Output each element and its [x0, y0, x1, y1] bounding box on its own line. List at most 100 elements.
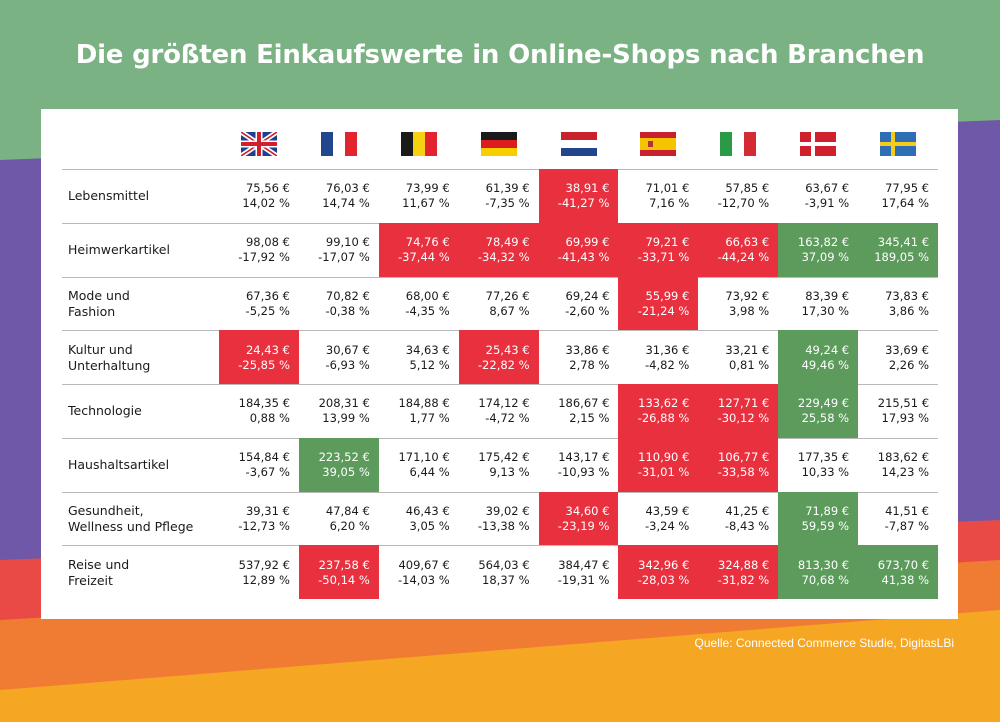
table-cell: 345,41 €189,05 %: [858, 222, 939, 277]
cell-value: 61,39 €: [485, 181, 530, 196]
cell-change: 49,46 %: [801, 357, 850, 372]
cell-change: -31,01 %: [637, 465, 690, 480]
table-cell: 237,58 € -50,14 %: [298, 545, 379, 599]
cell-value: 77,95 €: [885, 181, 930, 196]
table-cell: 46,43 €3,05 %: [378, 491, 459, 546]
cell-change: 2,78 %: [569, 357, 610, 372]
cell-value: 73,92 €: [725, 288, 770, 303]
cell-change: 11,67 %: [402, 196, 450, 211]
cell-change: -12,73 %: [238, 518, 290, 533]
table-cell: 68,00 € -4,35 %: [378, 276, 459, 331]
table-cell: 34,63 €5,12 %: [378, 330, 459, 384]
cell-change: -28,03 %: [637, 572, 690, 587]
header-corner: [62, 119, 219, 169]
table-cell: 133,62 € -26,88 %: [618, 384, 699, 438]
cell-change: 18,37 %: [482, 572, 530, 587]
cell-change: -4,35 %: [405, 303, 450, 318]
row-label-text: Lebensmittel: [68, 188, 150, 204]
data-table: Lebensmittel 75,56 €14,02 % 76,03 €14,74 %…: [62, 119, 939, 599]
cell-value: 174,12 €: [478, 396, 530, 411]
cell-change: -19,31 %: [557, 572, 610, 587]
cell-value: 63,67 €: [805, 181, 850, 196]
cell-value: 34,63 €: [405, 342, 450, 357]
cell-value: 67,36 €: [245, 288, 290, 303]
cell-value: 184,35 €: [238, 396, 290, 411]
cell-value: 75,56 €: [245, 181, 290, 196]
cell-value: 342,96 €: [638, 557, 690, 572]
cell-change: 12,89 %: [242, 572, 290, 587]
cell-value: 33,69 €: [885, 342, 930, 357]
row-label-text: Mode und Fashion: [68, 287, 130, 319]
cell-change: 2,26 %: [888, 357, 930, 372]
table-cell: 71,89 €59,59 %: [778, 491, 859, 546]
cell-change: -41,27 %: [557, 196, 610, 211]
chart-title: Die größten Einkaufswerte in Online-Shop…: [75, 40, 925, 70]
table-cell: 39,02 € -13,38 %: [458, 491, 539, 546]
cell-value: 208,31 €: [318, 396, 370, 411]
cell-change: -26,88 %: [637, 411, 690, 426]
cell-value: 564,03 €: [478, 557, 530, 572]
table-cell: 184,88 €1,77 %: [378, 384, 459, 438]
cell-change: 17,93 %: [881, 411, 930, 426]
country-header: [299, 119, 379, 169]
row-label: Lebensmittel: [62, 169, 219, 223]
country-header: [379, 119, 459, 169]
country-header: [618, 119, 698, 169]
table-cell: 24,43 € -25,85 %: [219, 330, 299, 384]
cell-value: 324,88 €: [718, 557, 770, 572]
table-cell: 30,67 € -6,93 %: [298, 330, 379, 384]
country-header: [858, 119, 938, 169]
table-cell: 564,03 €18,37 %: [458, 545, 539, 599]
cell-change: -5,25 %: [245, 303, 290, 318]
cell-value: 813,30 €: [797, 557, 850, 572]
cell-value: 69,24 €: [565, 288, 610, 303]
cell-change: 17,30 %: [801, 303, 850, 318]
cell-value: 133,62 €: [638, 396, 690, 411]
sweden-flag-icon: [880, 132, 917, 156]
cell-value: 215,51 €: [877, 396, 930, 411]
table-cell: 66,63 € -44,24 %: [698, 222, 779, 277]
cell-value: 55,99 €: [645, 288, 690, 303]
cell-change: -23,19 %: [557, 518, 610, 533]
table-cell: 183,62 €14,23 %: [858, 437, 939, 492]
row-label: Technologie: [62, 384, 219, 438]
cell-value: 73,99 €: [405, 181, 450, 196]
table-cell: 33,86 €2,78 %: [538, 330, 619, 384]
table-cell: 98,08 € -17,92 %: [219, 222, 299, 277]
cell-value: 31,36 €: [645, 342, 690, 357]
cell-value: 79,21 €: [645, 235, 690, 250]
cell-change: -8,43 %: [724, 518, 770, 533]
cell-change: -44,24 %: [717, 250, 770, 265]
cell-change: 59,59 %: [801, 518, 850, 533]
cell-change: 7,16 %: [649, 196, 690, 211]
cell-change: -33,71 %: [637, 250, 690, 265]
belgium-flag-icon: [400, 132, 437, 156]
cell-value: 171,10 €: [398, 450, 450, 465]
cell-change: 25,58 %: [801, 411, 850, 426]
table-cell: 175,42 €9,13 %: [458, 437, 539, 492]
cell-change: 6,20 %: [329, 518, 370, 533]
table-cell: 177,35 €10,33 %: [778, 437, 859, 492]
cell-change: 0,81 %: [729, 357, 770, 372]
cell-value: 74,76 €: [405, 235, 450, 250]
table-cell: 342,96 € -28,03 %: [618, 545, 699, 599]
cell-value: 106,77 €: [718, 450, 770, 465]
cell-value: 57,85 €: [725, 181, 770, 196]
cell-change: -0,38 %: [325, 303, 370, 318]
table-cell: 78,49 € -34,32 %: [458, 222, 539, 277]
cell-value: 183,62 €: [877, 450, 930, 465]
cell-value: 69,99 €: [565, 235, 610, 250]
cell-change: 14,02 %: [242, 196, 290, 211]
source-note: Quelle: Connected Commerce Studie, Digit…: [694, 636, 954, 650]
uk-flag-icon: [240, 132, 277, 156]
table-cell: 49,24 €49,46 %: [778, 330, 859, 384]
table-cell: 223,52 €39,05 %: [298, 437, 379, 492]
table-cell: 186,67 €2,15 %: [538, 384, 619, 438]
cell-change: -12,70 %: [717, 196, 770, 211]
cell-change: -25,85 %: [238, 357, 290, 372]
cell-value: 99,10 €: [325, 235, 370, 250]
table-cell: 74,76 € -37,44 %: [378, 222, 459, 277]
table-cell: 110,90 € -31,01 %: [618, 437, 699, 492]
country-header: [698, 119, 778, 169]
table-cell: 63,67 € -3,91 %: [778, 169, 859, 223]
